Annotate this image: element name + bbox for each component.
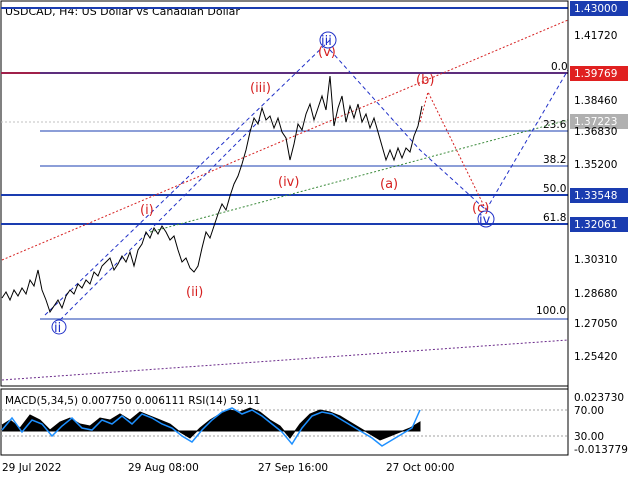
fib-label-382: 38.2 <box>543 154 566 166</box>
wave-label-b: (b) <box>416 73 434 88</box>
indicator-label: MACD(5,34,5) 0.007750 0.006111 RSI(14) 5… <box>5 395 260 407</box>
price-label-125420: 1.25420 <box>574 351 617 363</box>
price-label-135200: 1.35200 <box>574 159 617 171</box>
time-label-2: 27 Sep 16:00 <box>258 462 328 474</box>
indicator-axis: 0.023730 70.00 30.00 -0.013779 <box>574 392 628 456</box>
price-badge-143000 <box>570 1 628 16</box>
indicator-axis-1: 70.00 <box>574 405 604 417</box>
wave-label-iv: (iv) <box>278 175 299 190</box>
price-label-136830: 1.36830 <box>574 126 617 138</box>
price-label-138460: 1.38460 <box>574 95 617 107</box>
blue-wave-line-upper <box>44 39 331 316</box>
wave-marker-iii: iii <box>319 31 337 49</box>
price-badge-132061 <box>570 217 628 232</box>
svg-text:iii: iii <box>321 34 332 49</box>
time-axis: 29 Jul 2022 29 Aug 08:00 27 Sep 16:00 27… <box>2 462 454 474</box>
indicator-axis-3: -0.013779 <box>574 444 628 456</box>
price-label-132061: 1.32061 <box>574 219 617 231</box>
price-label-141720: 1.41720 <box>574 30 617 42</box>
price-label-133548: 1.33548 <box>574 190 617 202</box>
fib-label-618: 61.8 <box>543 212 566 224</box>
wave-label-i: (i) <box>140 203 154 218</box>
wave-label-ii: (ii) <box>186 285 203 300</box>
price-label-139769: 1.39769 <box>574 68 617 80</box>
time-label-0: 29 Jul 2022 <box>2 462 61 474</box>
wave-label-c: (c) <box>472 201 489 216</box>
fibonacci-levels: 0.0 23.6 38.2 50.0 61.8 100.0 <box>40 61 568 320</box>
svg-text:ii: ii <box>54 321 61 336</box>
main-plot-frame <box>0 0 569 387</box>
fib-label-100: 100.0 <box>536 305 566 317</box>
price-label-127050: 1.27050 <box>574 318 617 330</box>
green-channel-line <box>149 119 569 233</box>
price-axis: 1.43000 1.41720 1.39769 1.38460 1.37223 … <box>567 1 628 455</box>
price-label-128680: 1.28680 <box>574 288 617 300</box>
wave-marker-iv: iv <box>477 210 495 228</box>
indicator-axis-2: 30.00 <box>574 431 604 443</box>
wave-label-iii: (iii) <box>250 81 271 96</box>
blue-wave-line-lower <box>59 119 261 321</box>
price-label-143000: 1.43000 <box>574 3 617 15</box>
lower-channel-line <box>1 339 569 381</box>
fib-label-236: 23.6 <box>543 119 567 131</box>
time-label-1: 29 Aug 08:00 <box>128 462 199 474</box>
projected-wave-blue-down <box>329 49 487 211</box>
fib-label-50: 50.0 <box>543 183 566 195</box>
chart-title: USDCAD, H4: US Dollar vs Canadian Dollar <box>5 5 240 18</box>
price-label-137223: 1.37223 <box>574 116 617 128</box>
price-series <box>1 75 423 314</box>
price-label-130310: 1.30310 <box>574 254 617 266</box>
indicator-axis-0: 0.023730 <box>574 392 624 404</box>
wave-label-a: (a) <box>380 177 398 192</box>
rsi-line <box>1 407 421 447</box>
svg-text:iv: iv <box>479 213 491 228</box>
red-channel-line <box>1 19 569 261</box>
price-badge-139769 <box>570 66 628 81</box>
fib-label-0: 0.0 <box>551 61 568 73</box>
projected-wave-blue-up <box>485 69 569 211</box>
price-badge-137223 <box>570 114 628 129</box>
time-label-3: 27 Oct 00:00 <box>386 462 454 474</box>
wave-marker-ii: ii <box>51 319 67 336</box>
price-badge-133548 <box>570 188 628 203</box>
wave-label-v: (v) <box>318 45 336 60</box>
